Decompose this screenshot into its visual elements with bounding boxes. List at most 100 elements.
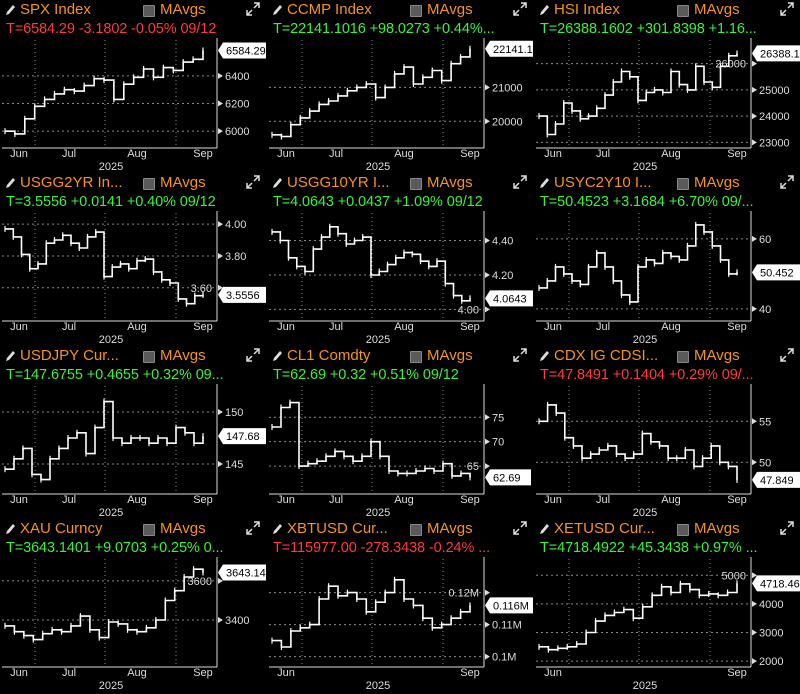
y-tick-label: 75 (492, 412, 504, 424)
y-tick-label: 3.80 (225, 251, 246, 263)
security-title[interactable]: CL1 Comdty (287, 347, 371, 364)
square-checkbox-icon[interactable] (143, 5, 155, 17)
chart-panel: XBTUSD Cur... MAvgs T=115977.00 -278.343… (267, 519, 533, 692)
y-tick-label: 24000 (759, 111, 790, 123)
last-price-box (752, 471, 800, 488)
last-price-box (752, 45, 800, 62)
last-price-label: 147.68 (226, 431, 260, 443)
pencil-icon[interactable] (538, 349, 550, 363)
square-checkbox-icon[interactable] (677, 524, 689, 536)
security-title[interactable]: CDX IG CDSI... (554, 347, 659, 364)
pencil-icon[interactable] (4, 3, 16, 17)
y-tick-label: 6400 (225, 71, 249, 83)
pencil-icon[interactable] (538, 3, 550, 17)
security-title[interactable]: SPX Index (20, 1, 91, 18)
square-checkbox-icon[interactable] (677, 351, 689, 363)
chart-panel: USGG10YR I... MAvgs T=4.0643 +0.0437 +1.… (267, 173, 533, 346)
month-label: Sep (193, 148, 213, 160)
square-checkbox-icon[interactable] (143, 524, 155, 536)
mavgs-label[interactable]: MAvgs (694, 174, 740, 191)
expand-arrows-icon[interactable] (513, 175, 527, 189)
price-chart: 40 60 50.452 Jun Jul Aug Sep 2025 (536, 211, 800, 346)
pencil-icon[interactable] (4, 176, 16, 190)
expand-arrows-icon[interactable] (246, 348, 260, 362)
month-label: Jun (10, 667, 28, 679)
pencil-icon[interactable] (4, 349, 16, 363)
month-label: Jun (277, 321, 295, 333)
month-label: Sep (460, 321, 480, 333)
tick-marker (218, 284, 223, 291)
expand-arrows-icon[interactable] (780, 348, 794, 362)
square-checkbox-icon[interactable] (143, 351, 155, 363)
expand-arrows-icon[interactable] (246, 521, 260, 535)
mavgs-label[interactable]: MAvgs (694, 1, 740, 18)
square-checkbox-icon[interactable] (410, 524, 422, 536)
expand-arrows-icon[interactable] (780, 175, 794, 189)
panel-header: XAU Curncy MAvgs (0, 519, 266, 540)
tick-marker (218, 72, 223, 79)
last-price-label: 26388.16 (760, 48, 800, 60)
tick-marker (485, 118, 490, 125)
mavgs-label[interactable]: MAvgs (694, 520, 740, 537)
pencil-icon[interactable] (538, 522, 550, 536)
mavgs-label[interactable]: MAvgs (160, 347, 206, 364)
price-chart: 4.00 4.20 4.40 4.0643 Jun Jul Aug Sep 2025 (269, 211, 533, 346)
mavgs-label[interactable]: MAvgs (427, 347, 473, 364)
pencil-icon[interactable] (538, 176, 550, 190)
month-label: Aug (394, 494, 414, 506)
price-quote: T=3.5556 +0.0141 +0.40% 09/12 (6, 194, 216, 210)
pencil-icon[interactable] (271, 522, 283, 536)
mavgs-label[interactable]: MAvgs (694, 347, 740, 364)
square-checkbox-icon[interactable] (677, 5, 689, 17)
price-quote: T=4.0643 +0.0437 +1.09% 09/12 (273, 194, 483, 210)
month-label: Sep (193, 667, 213, 679)
expand-arrows-icon[interactable] (246, 175, 260, 189)
square-checkbox-icon[interactable] (410, 178, 422, 190)
expand-arrows-icon[interactable] (780, 521, 794, 535)
mavgs-label[interactable]: MAvgs (160, 1, 206, 18)
security-title[interactable]: USGG10YR I... (287, 174, 390, 191)
month-label: Jun (544, 148, 562, 160)
square-checkbox-icon[interactable] (410, 351, 422, 363)
y-tick-label: 4.00 (458, 304, 479, 316)
year-label: 2025 (99, 507, 123, 519)
tick-marker (485, 589, 490, 596)
mavgs-label[interactable]: MAvgs (427, 174, 473, 191)
mavgs-label[interactable]: MAvgs (160, 520, 206, 537)
y-tick-label: 2000 (759, 656, 783, 668)
pencil-icon[interactable] (4, 522, 16, 536)
tick-marker (752, 86, 757, 93)
square-checkbox-icon[interactable] (143, 178, 155, 190)
security-title[interactable]: XBTUSD Cur... (287, 520, 388, 537)
expand-arrows-icon[interactable] (513, 2, 527, 16)
security-title[interactable]: XAU Curncy (20, 520, 103, 537)
security-title[interactable]: XETUSD Cur... (554, 520, 655, 537)
mavgs-label[interactable]: MAvgs (160, 174, 206, 191)
expand-arrows-icon[interactable] (513, 521, 527, 535)
last-price-box (218, 428, 266, 445)
tick-marker (218, 128, 223, 135)
pencil-icon[interactable] (271, 176, 283, 190)
expand-arrows-icon[interactable] (780, 2, 794, 16)
tick-marker (485, 621, 490, 628)
tick-marker (485, 653, 490, 660)
security-title[interactable]: CCMP Index (287, 1, 372, 18)
expand-arrows-icon[interactable] (246, 2, 260, 16)
last-price-label: 47.849 (760, 475, 794, 487)
pencil-icon[interactable] (271, 349, 283, 363)
last-price-box (218, 42, 266, 59)
mavgs-label[interactable]: MAvgs (427, 1, 473, 18)
expand-arrows-icon[interactable] (513, 348, 527, 362)
security-title[interactable]: USGG2YR In... (20, 174, 123, 191)
month-label: Jul (596, 494, 610, 506)
tick-marker (218, 408, 223, 415)
year-label: 2025 (366, 334, 390, 346)
square-checkbox-icon[interactable] (410, 5, 422, 17)
security-title[interactable]: USYC2Y10 I... (554, 174, 652, 191)
security-title[interactable]: HSI Index (554, 1, 620, 18)
mavgs-label[interactable]: MAvgs (427, 520, 473, 537)
security-title[interactable]: USDJPY Cur... (20, 347, 119, 364)
month-label: Jul (329, 148, 343, 160)
pencil-icon[interactable] (271, 3, 283, 17)
square-checkbox-icon[interactable] (677, 178, 689, 190)
